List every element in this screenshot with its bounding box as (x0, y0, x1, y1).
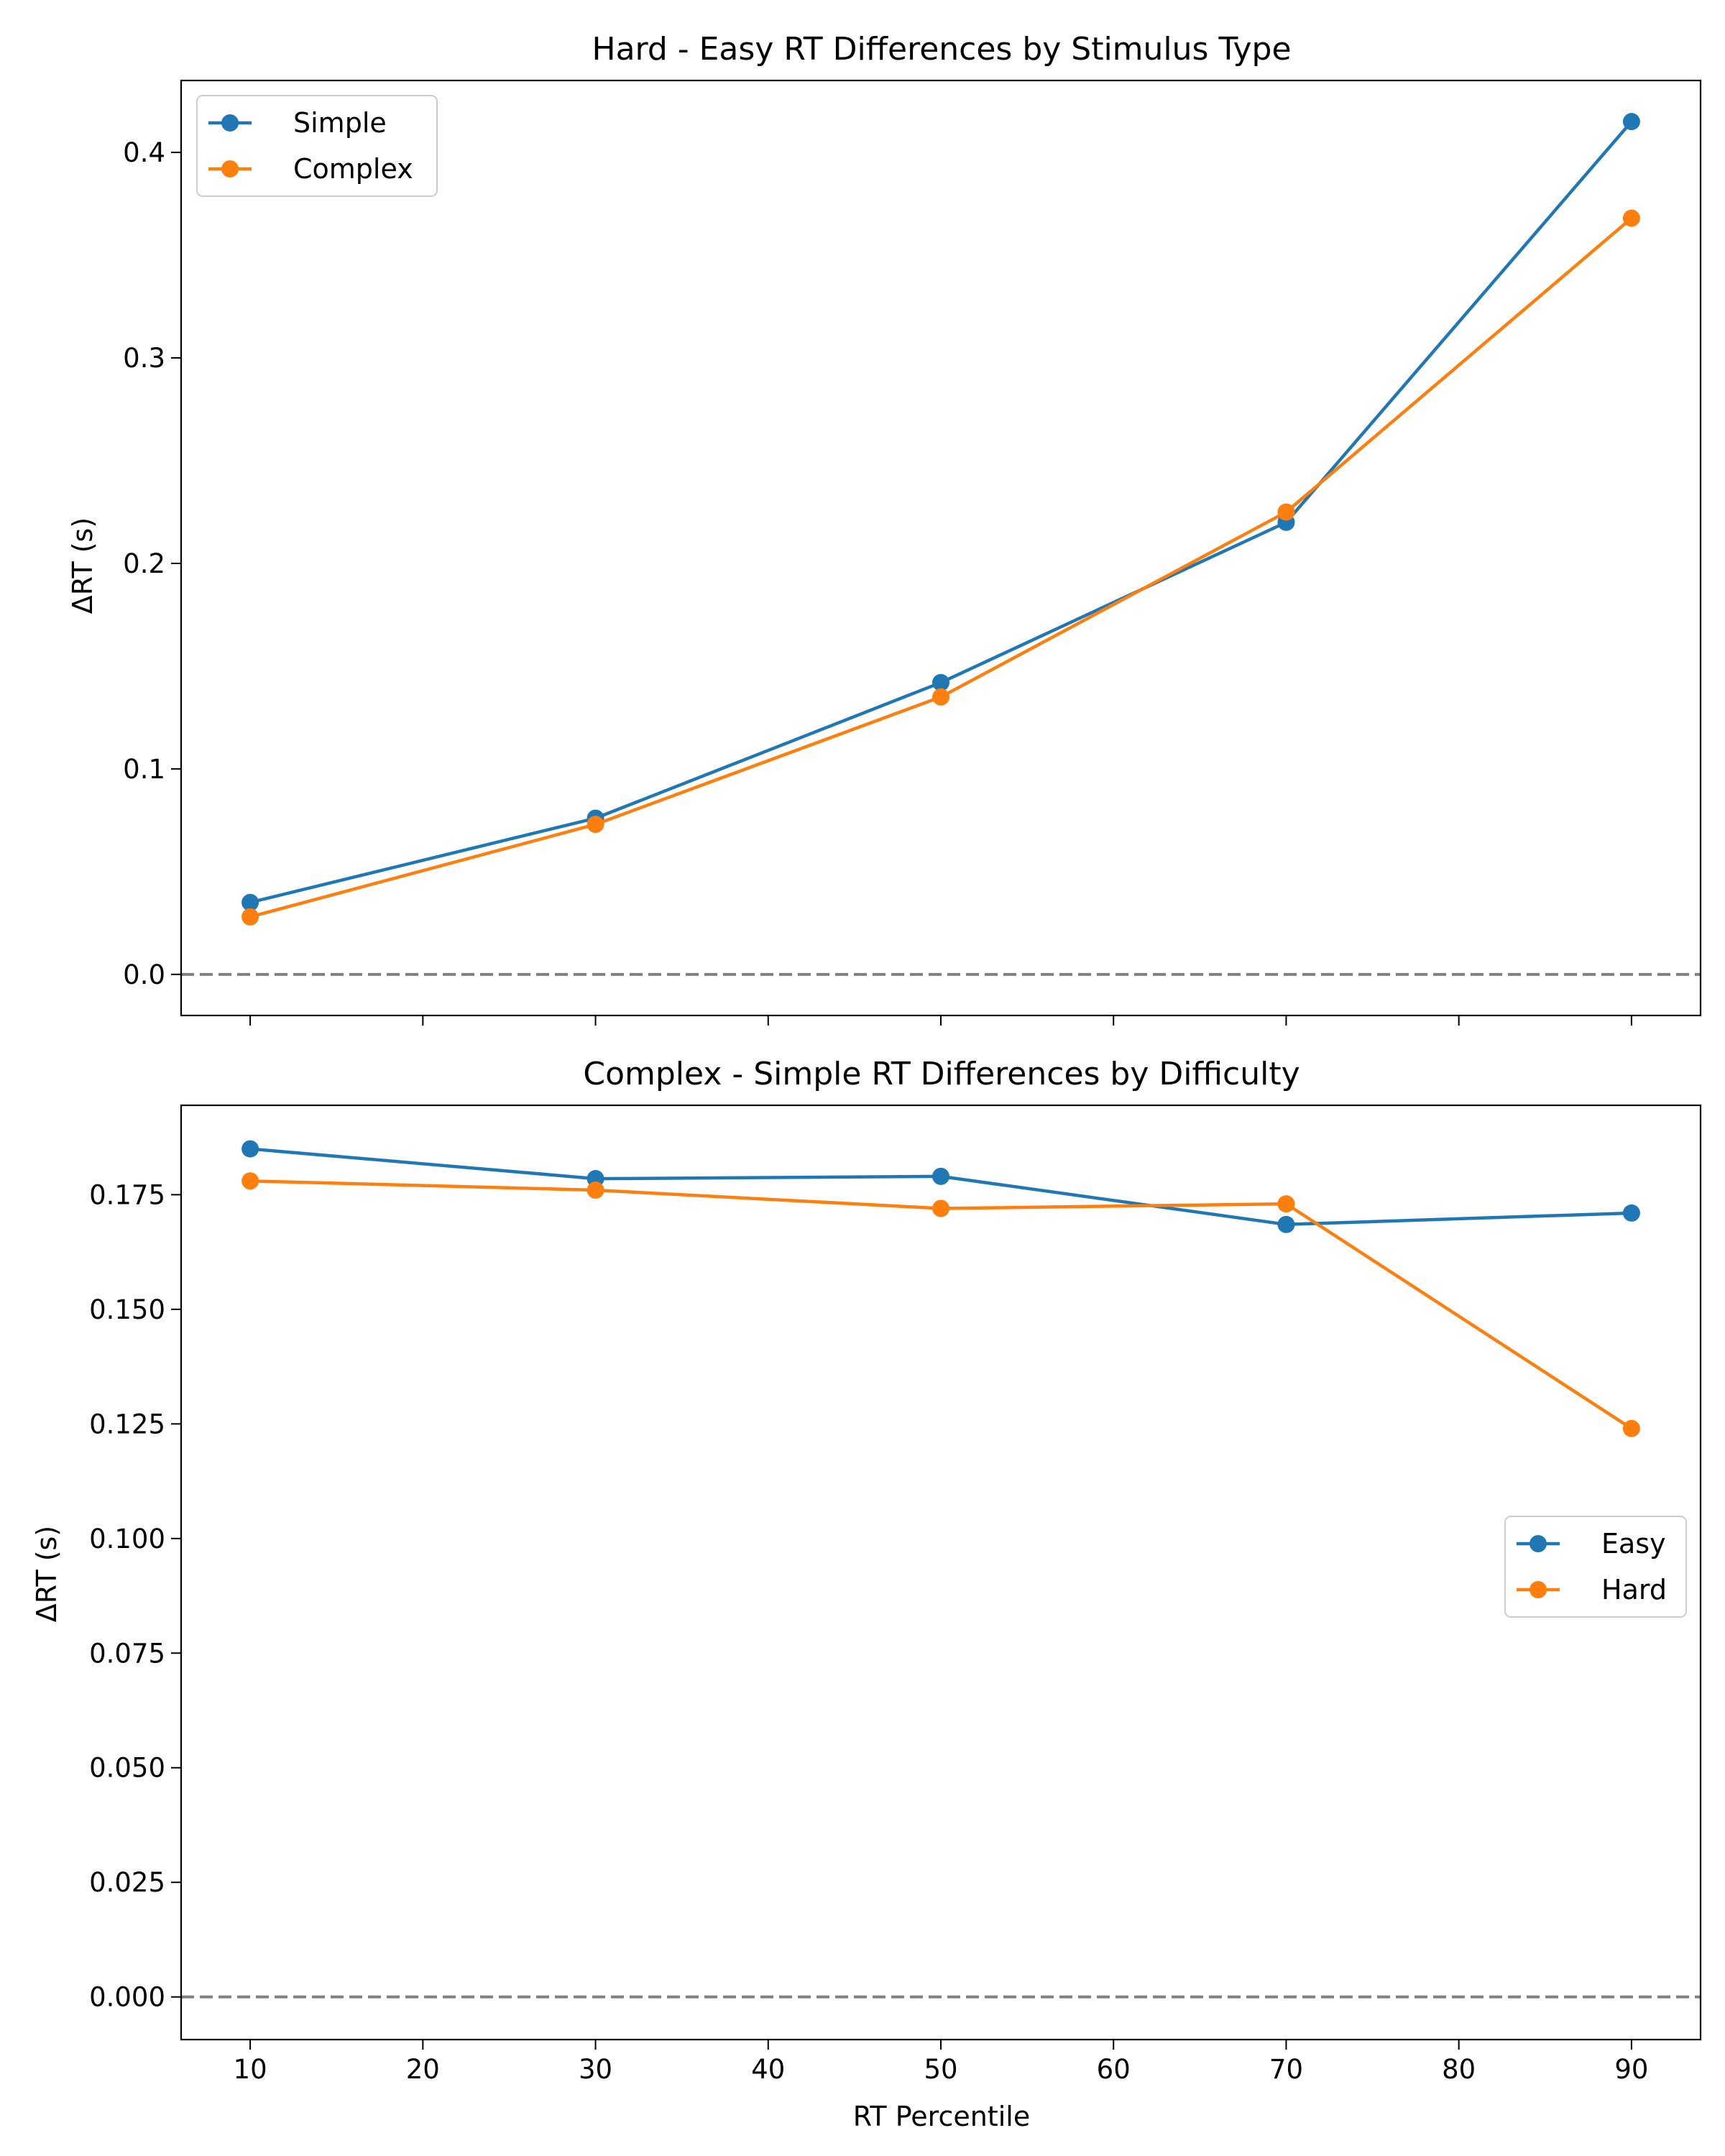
bottom-x-tick-label: 50 (924, 2054, 957, 2085)
bottom-x-axis-label: RT Percentile (853, 2101, 1030, 2132)
bottom-data-point-hard (1622, 1419, 1640, 1437)
bottom-legend-label-hard: Hard (1601, 1574, 1667, 1606)
top-y-tick-label: 0.3 (123, 343, 165, 374)
bottom-y-tick-label: 0.150 (89, 1294, 165, 1325)
top-data-point-simple (1622, 113, 1640, 131)
bottom-y-tick-label: 0.050 (89, 1753, 165, 1784)
bottom-x-tick-label: 60 (1097, 2054, 1131, 2085)
bottom-legend-marker-hard (1530, 1581, 1547, 1598)
top-data-point-simple (242, 893, 259, 911)
top-y-axis-label: ΔRT (s) (67, 517, 98, 614)
bottom-x-tick-label: 20 (406, 2054, 440, 2085)
top-data-point-complex (932, 688, 949, 706)
bottom-y-tick-label: 0.075 (89, 1638, 165, 1669)
bottom-y-tick-label: 0.175 (89, 1179, 165, 1210)
bottom-data-point-easy (1277, 1215, 1295, 1233)
bottom-x-tick-label: 10 (234, 2054, 267, 2085)
bottom-y-tick-label: 0.100 (89, 1524, 165, 1554)
bottom-legend-label-easy: Easy (1601, 1528, 1666, 1560)
bottom-y-tick-label: 0.025 (89, 1867, 165, 1898)
top-legend-label-simple: Simple (293, 107, 387, 139)
bottom-axes-frame (180, 1104, 1702, 2041)
bottom-legend: Easy Hard (1504, 1516, 1687, 1618)
bottom-legend-marker-easy (1530, 1535, 1547, 1552)
top-data-point-simple (932, 673, 949, 691)
top-y-tick-label: 0.1 (123, 754, 165, 785)
top-legend-marker-complex (221, 160, 239, 178)
bottom-y-axis-label: ΔRT (s) (31, 1526, 63, 1622)
bottom-legend-box (1504, 1516, 1687, 1618)
bottom-subplot: Complex - Simple RT Differences by Diffi… (31, 1056, 1702, 2132)
bottom-data-point-easy (932, 1167, 949, 1185)
bottom-y-tick-label: 0.125 (89, 1409, 165, 1439)
top-subplot: Hard - Easy RT Differences by Stimulus T… (67, 31, 1702, 1026)
bottom-x-tick-label: 70 (1269, 2054, 1303, 2085)
top-data-point-complex (586, 816, 604, 834)
top-y-tick-label: 0.4 (123, 137, 165, 168)
top-chart-title: Hard - Easy RT Differences by Stimulus T… (592, 31, 1291, 68)
top-legend-box (196, 95, 438, 197)
bottom-x-tick-label: 80 (1442, 2054, 1476, 2085)
top-data-point-complex (1277, 503, 1295, 521)
top-data-point-complex (1622, 209, 1640, 227)
bottom-x-tick-label: 90 (1614, 2054, 1648, 2085)
bottom-chart-title: Complex - Simple RT Differences by Diffi… (583, 1056, 1300, 1092)
bottom-data-point-hard (1277, 1195, 1295, 1213)
top-data-point-complex (242, 908, 259, 926)
bottom-x-tick-label: 40 (751, 2054, 785, 2085)
top-legend: Simple Complex (196, 95, 438, 197)
bottom-y-tick-label: 0.000 (89, 1982, 165, 2013)
top-legend-marker-simple (221, 114, 239, 132)
top-axes-frame (180, 79, 1702, 1017)
top-y-tick-label: 0.2 (123, 548, 165, 579)
bottom-data-point-hard (242, 1172, 259, 1190)
bottom-x-tick-label: 30 (579, 2054, 612, 2085)
top-y-tick-label: 0.0 (123, 959, 165, 990)
bottom-data-point-easy (242, 1140, 259, 1158)
top-legend-label-complex: Complex (293, 153, 413, 185)
bottom-data-point-hard (586, 1181, 604, 1199)
bottom-data-point-easy (1622, 1204, 1640, 1222)
bottom-data-point-hard (932, 1199, 949, 1217)
